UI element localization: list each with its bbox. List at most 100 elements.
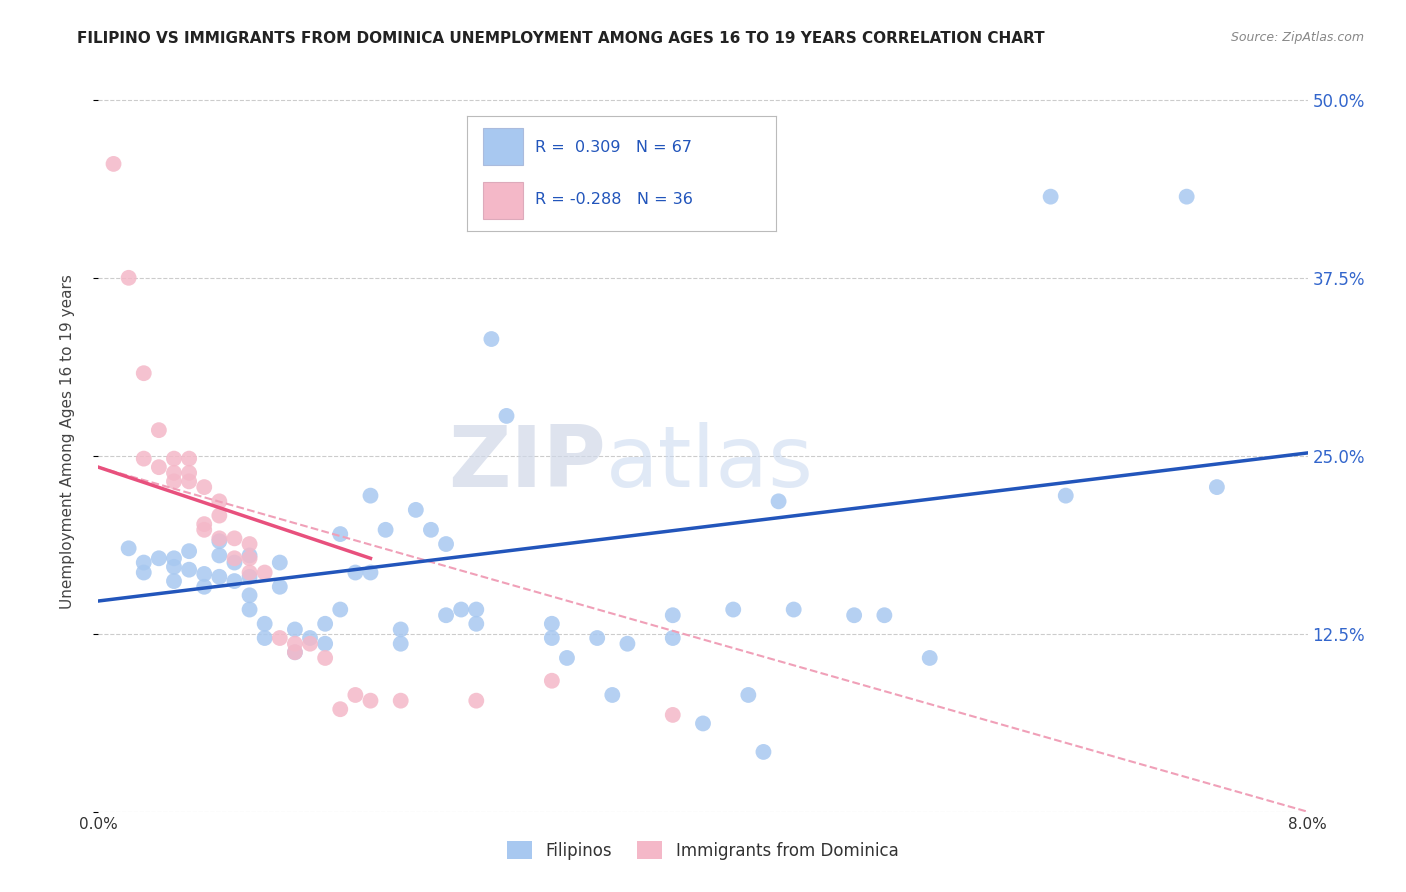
Point (873, 608, 896, 623)
Point (208, 534, 231, 549)
Point (692, 716, 714, 731)
Point (284, 623, 307, 637)
Point (239, 566, 262, 580)
Point (239, 588, 262, 602)
Point (1039, 189, 1062, 203)
Point (103, 157, 125, 171)
Point (179, 544, 201, 558)
Point (148, 423, 170, 437)
Point (163, 475, 186, 489)
Point (179, 475, 201, 489)
Point (555, 651, 578, 665)
Point (224, 532, 246, 546)
Point (269, 556, 291, 570)
Point (163, 466, 186, 480)
Point (616, 637, 638, 651)
Point (193, 580, 215, 594)
Point (132, 366, 155, 380)
Point (179, 466, 201, 480)
Point (193, 566, 215, 581)
Point (163, 574, 186, 588)
Point (844, 608, 866, 623)
Point (768, 494, 790, 508)
Point (540, 616, 562, 631)
Point (193, 523, 215, 537)
Point (389, 694, 412, 708)
Point (132, 556, 155, 570)
Point (495, 409, 517, 423)
Point (389, 623, 412, 637)
Point (193, 517, 215, 532)
Point (239, 549, 262, 563)
Point (163, 451, 186, 466)
Point (132, 451, 155, 466)
Point (481, 332, 503, 346)
Point (329, 702, 352, 716)
Point (208, 494, 231, 508)
Point (723, 602, 745, 616)
Point (450, 602, 472, 616)
Point (329, 602, 352, 616)
Point (465, 616, 488, 631)
Point (783, 602, 806, 616)
Point (661, 608, 683, 623)
Point (179, 563, 201, 577)
Point (540, 673, 562, 688)
Point (405, 503, 427, 517)
Point (1054, 489, 1077, 503)
Point (118, 541, 141, 556)
Point (284, 645, 307, 659)
Point (374, 523, 396, 537)
Legend: Filipinos, Immigrants from Dominica: Filipinos, Immigrants from Dominica (501, 835, 905, 866)
Point (148, 551, 170, 566)
Point (314, 616, 336, 631)
Point (389, 637, 412, 651)
Point (193, 480, 215, 494)
Text: atlas: atlas (606, 422, 814, 505)
Point (314, 651, 336, 665)
Point (434, 537, 457, 551)
Point (284, 645, 307, 659)
Point (208, 532, 231, 546)
Point (360, 489, 382, 503)
Point (239, 570, 262, 584)
Point (360, 694, 382, 708)
Point (239, 551, 262, 566)
Point (208, 549, 231, 563)
Point (1175, 189, 1198, 203)
Point (253, 616, 276, 631)
Point (269, 631, 291, 645)
Point (329, 527, 352, 541)
Point (314, 637, 336, 651)
Text: Source: ZipAtlas.com: Source: ZipAtlas.com (1230, 31, 1364, 45)
Point (224, 551, 246, 566)
Point (224, 556, 246, 570)
Point (661, 631, 683, 645)
Point (344, 566, 367, 580)
Point (918, 651, 941, 665)
Point (465, 602, 488, 616)
Point (752, 745, 775, 759)
Text: ZIP: ZIP (449, 422, 606, 505)
Point (253, 566, 276, 580)
Point (148, 460, 170, 475)
Point (434, 608, 457, 623)
Point (299, 637, 322, 651)
Point (208, 570, 231, 584)
Point (465, 694, 488, 708)
Point (239, 537, 262, 551)
Point (344, 688, 367, 702)
Point (360, 566, 382, 580)
Point (420, 523, 443, 537)
Point (602, 688, 624, 702)
Point (253, 631, 276, 645)
Point (1206, 480, 1229, 494)
Point (737, 688, 759, 702)
Point (239, 602, 262, 616)
Point (118, 270, 141, 285)
Point (163, 551, 186, 566)
Y-axis label: Unemployment Among Ages 16 to 19 years: Unemployment Among Ages 16 to 19 years (60, 274, 75, 609)
Point (284, 637, 307, 651)
Text: FILIPINO VS IMMIGRANTS FROM DOMINICA UNEMPLOYMENT AMONG AGES 16 TO 19 YEARS CORR: FILIPINO VS IMMIGRANTS FROM DOMINICA UNE… (77, 31, 1045, 46)
Point (208, 508, 231, 523)
